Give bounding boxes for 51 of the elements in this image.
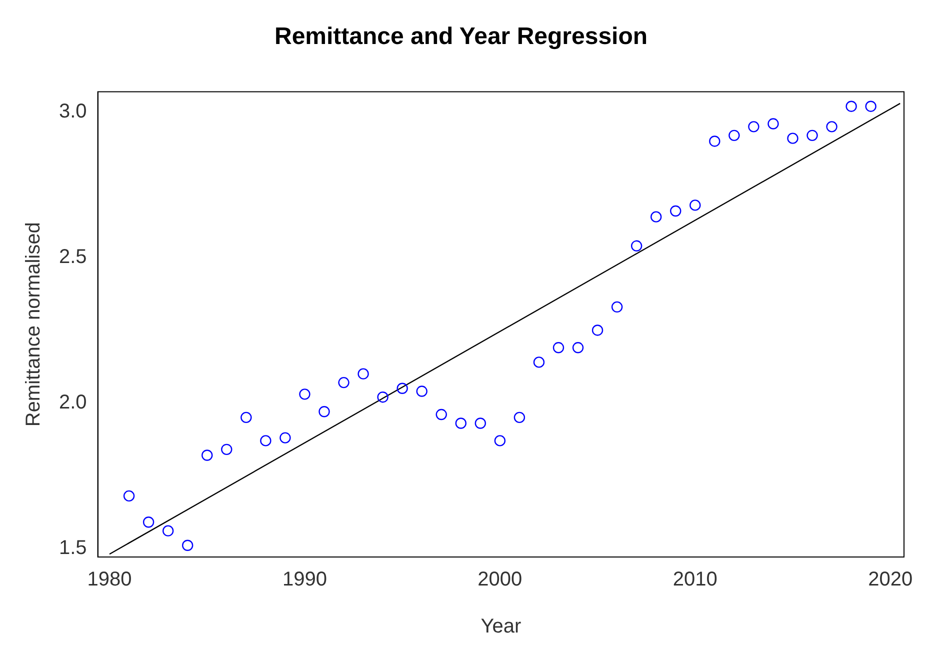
point [533, 356, 545, 368]
point [670, 205, 682, 217]
point [396, 382, 408, 394]
y-tick-label: 1.5 [58, 536, 87, 559]
point [280, 432, 291, 444]
y-tick-label: 2.5 [58, 246, 87, 268]
point [358, 368, 369, 380]
x-tick-label: 1990 [282, 568, 327, 591]
point [768, 118, 779, 130]
y-tick-label: 2.0 [58, 391, 87, 414]
point [318, 406, 330, 418]
point [787, 132, 798, 144]
point [865, 100, 876, 112]
point [514, 412, 526, 424]
point [182, 540, 194, 551]
chart-title: Remittance and Year Regression [274, 23, 648, 50]
x-tick-label: 2020 [868, 568, 913, 591]
y-axis-title: Remittance normalised [22, 222, 45, 427]
point [748, 121, 760, 132]
point [221, 444, 232, 456]
point [630, 240, 642, 252]
point [416, 386, 428, 397]
point [123, 490, 135, 502]
point [650, 211, 662, 222]
point [474, 418, 486, 429]
point [592, 324, 604, 336]
point [826, 121, 838, 132]
point [806, 130, 818, 142]
point [240, 412, 252, 424]
point [338, 376, 350, 388]
x-tick-label: 1980 [87, 568, 132, 591]
point [709, 136, 720, 147]
point [377, 391, 388, 403]
point [572, 342, 584, 354]
point [728, 130, 740, 142]
point [846, 100, 857, 112]
point [436, 408, 447, 420]
point [552, 342, 564, 354]
point [611, 301, 623, 313]
point [494, 435, 506, 446]
point [142, 516, 154, 528]
point [260, 435, 272, 446]
point [455, 418, 466, 429]
x-tick-label: 2000 [478, 568, 522, 591]
x-tick-label: 2010 [672, 568, 718, 591]
y-tick-label: 3.0 [58, 100, 87, 123]
point [202, 450, 213, 461]
point [690, 200, 701, 211]
point [162, 525, 174, 536]
point [299, 388, 310, 400]
x-axis-title: Year [480, 616, 522, 638]
